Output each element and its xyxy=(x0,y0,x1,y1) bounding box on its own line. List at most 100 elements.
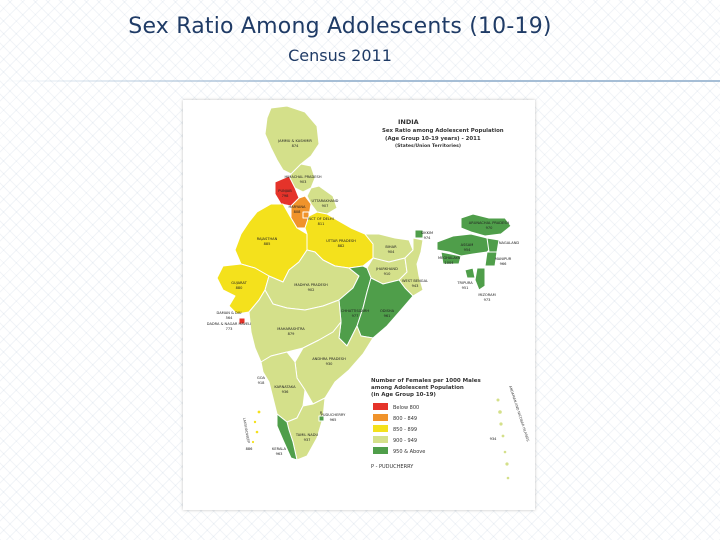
state-value-label: 902 xyxy=(308,288,315,292)
state-tripura xyxy=(464,267,476,279)
legend-swatch-below-800 xyxy=(373,403,388,410)
andaman-nicobar-value: 934 xyxy=(490,437,498,441)
lakshadweep-value: 886 xyxy=(246,447,254,451)
state-mizoram xyxy=(474,267,486,291)
state-value-label: 918 xyxy=(258,381,266,385)
lakshadweep-island xyxy=(253,420,257,424)
states-layer xyxy=(216,105,512,461)
andaman-island xyxy=(496,398,500,402)
state-value-label: 951 xyxy=(462,286,469,290)
state-puducherry xyxy=(318,415,325,422)
state-name-label: RAJASTHAN xyxy=(257,237,278,241)
state-name-label: NCT OF DELHI xyxy=(308,217,333,221)
legend-title-line: Number of Females per 1000 Males xyxy=(371,378,481,384)
lakshadweep-island xyxy=(255,430,259,434)
legend-swatch-950-above xyxy=(373,447,388,454)
state-value-label: 963 xyxy=(276,452,283,456)
map-title-line: (States/Union Territories) xyxy=(395,143,461,149)
andaman-island xyxy=(499,422,503,426)
state-value-label: 903 xyxy=(300,180,307,184)
state-value-label: 564 xyxy=(226,316,234,320)
state-name-label: DAMAN & DIU xyxy=(217,311,242,315)
andaman-island xyxy=(498,410,502,414)
state-kerala xyxy=(276,413,298,461)
state-name-label: UTTAR PRADESH xyxy=(326,239,356,243)
state-name-label: WEST BENGAL xyxy=(402,279,428,283)
lakshadweep-label: LAKSHADWEEP xyxy=(242,417,250,443)
state-value-label: 936 xyxy=(282,390,290,394)
state-name-label: KARNATAKA xyxy=(274,385,296,389)
india-sex-ratio-map: INDIA Sex Ratio among Adolescent Populat… xyxy=(183,100,535,510)
state-value-label: 977 xyxy=(352,314,359,318)
legend-title-line: among Adolescent Population xyxy=(371,385,464,391)
state-value-label: 966 xyxy=(500,262,508,266)
state-name-label: ARUNACHAL PRADESH xyxy=(469,221,510,225)
state-value-label: 907 xyxy=(322,204,329,208)
state-value-label: 965 xyxy=(330,418,337,422)
slide-subtitle: Census 2011 xyxy=(288,46,392,65)
state-name-label: ODISHA xyxy=(380,309,395,313)
state-value-label: 798 xyxy=(282,194,290,198)
state-value-label: 773 xyxy=(226,327,233,331)
map-title-line: INDIA xyxy=(398,118,419,126)
state-name-label: GOA xyxy=(257,376,266,380)
nicobar-island xyxy=(506,476,510,480)
nicobar-island xyxy=(503,450,507,454)
state-name-label: ASSAM xyxy=(461,243,474,247)
islands-layer xyxy=(251,398,510,480)
andaman-island xyxy=(501,434,505,438)
state-name-label: GUJARAT xyxy=(231,281,247,285)
map-title-line: Sex Ratio among Adolescent Population xyxy=(382,128,504,134)
state-value-label: 970 xyxy=(486,226,494,230)
state-name-label: MANIPUR xyxy=(495,257,512,261)
state-nagaland xyxy=(486,237,500,253)
slide-title: Sex Ratio Among Adolescents (10-19) xyxy=(128,14,552,39)
legend-label: 850 - 899 xyxy=(393,427,417,433)
legend-label: Below 800 xyxy=(393,405,419,411)
state-value-label: 879 xyxy=(288,332,296,336)
legend-label: 950 & Above xyxy=(393,449,425,455)
legend-swatch-800-849 xyxy=(373,414,388,421)
state-name-label: KERALA xyxy=(272,447,287,451)
state-name-label: PUNJAB xyxy=(278,189,292,193)
state-name-label: MEGHALAYA xyxy=(438,256,460,260)
map-canvas: INDIA Sex Ratio among Adolescent Populat… xyxy=(183,100,535,510)
state-value-label: 954 xyxy=(464,248,472,252)
state-arunachal-pradesh xyxy=(460,213,512,237)
puducherry-marker: P xyxy=(320,411,323,415)
state-meghalaya xyxy=(440,251,462,265)
legend-label: 900 - 949 xyxy=(393,438,417,444)
state-name-label: HARYANA xyxy=(289,205,306,209)
state-name-label: PUDUCHERRY xyxy=(321,413,346,417)
state-value-label: 961 xyxy=(384,314,391,318)
state-value-label: 943 xyxy=(412,284,419,288)
state-odisha xyxy=(356,277,414,339)
state-value-label: 885 xyxy=(264,242,271,246)
state-name-label: MAHARASHTRA xyxy=(277,327,305,331)
state-value-label: 973 xyxy=(484,298,491,302)
state-value-label: 811 xyxy=(318,222,325,226)
title-divider xyxy=(0,80,720,82)
legend-swatch-850-899 xyxy=(373,425,388,432)
map-title: INDIA Sex Ratio among Adolescent Populat… xyxy=(382,118,504,149)
legend-footnote: P - PUDUCHERRY xyxy=(371,464,414,470)
state-name-label: MADHYA PRADESH xyxy=(294,283,328,287)
legend-title-line: (in Age Group 10-19) xyxy=(371,392,436,398)
state-name-label: TRIPURA xyxy=(456,281,473,285)
state-name-label: JHARKHAND xyxy=(375,267,398,271)
state-value-label: 882 xyxy=(338,244,345,248)
legend-label: 800 - 849 xyxy=(393,416,417,422)
state-name-label: HIMACHAL PRADESH xyxy=(284,175,321,179)
state-name-label: MIZORAM xyxy=(478,293,495,297)
state-value-label: 937 xyxy=(304,438,311,442)
state-value-label: 808 xyxy=(294,210,302,214)
state-name-label: JAMMU & KASHMIR xyxy=(277,139,312,143)
state-name-label: DADRA & NAGAR HAVELI xyxy=(207,322,252,326)
lakshadweep-island xyxy=(251,440,255,444)
state-sikkim xyxy=(414,229,424,239)
state-name-label: UTTARAKHAND xyxy=(312,199,339,203)
state-name-label: NAGALAND xyxy=(499,241,520,245)
state-name-label: TAMIL NADU xyxy=(295,433,319,437)
state-value-label: 974 xyxy=(424,236,432,240)
state-value-label: 904 xyxy=(388,250,396,254)
